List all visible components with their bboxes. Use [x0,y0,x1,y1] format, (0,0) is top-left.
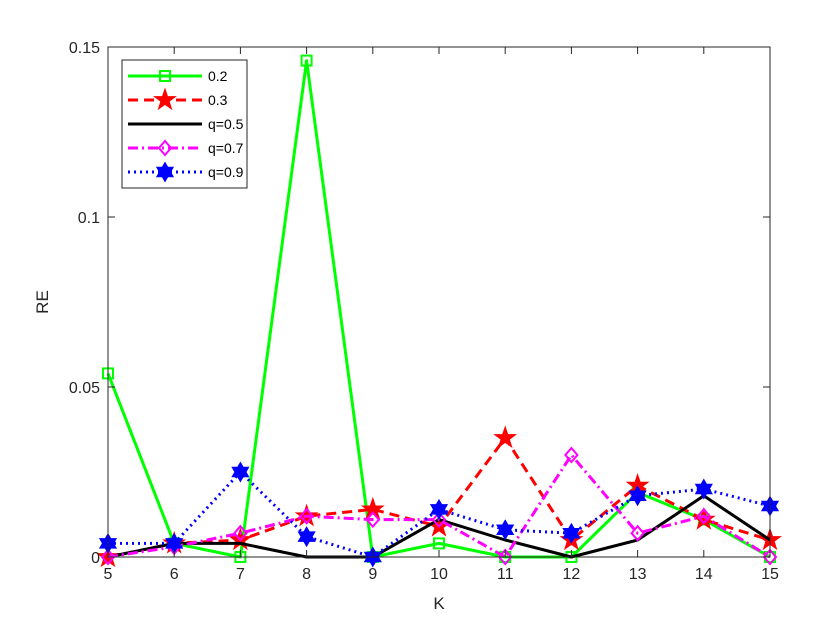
data-point [628,485,647,507]
data-point [299,507,314,525]
x-tick-label: 15 [761,566,779,583]
data-point [497,548,513,566]
data-point [562,522,581,544]
data-point [762,548,778,566]
data-point [431,511,447,529]
data-point [100,548,116,566]
y-tick-label: 0.15 [69,40,100,57]
y-tick-label: 0.1 [78,210,100,227]
legend-marker [159,70,171,82]
legend-marker [153,87,177,111]
series-line [106,59,771,559]
y-tick-label: 0.05 [69,380,100,397]
legend-marker [157,139,173,157]
series-5 [98,461,780,568]
data-point [496,519,515,541]
legend-label: q=0.9 [208,164,244,180]
x-tick-label: 9 [368,566,377,583]
legend-label: q=0.7 [208,140,244,156]
data-point [696,507,712,525]
legend: 0.2 0.3 q=0.5 q=0.7 q=0.9 [121,59,248,189]
data-point [365,511,381,529]
data-point [694,478,713,500]
data-point [433,537,445,550]
data-point [231,461,250,483]
x-axis-label: K [433,594,445,613]
x-tick-label: 14 [695,566,713,583]
data-point [300,54,313,67]
data-point [297,526,316,548]
x-tick-label: 11 [497,566,514,583]
data-point [564,446,579,464]
data-point [493,425,518,449]
legend-entry: q=0.5 [128,116,244,132]
legend-entry: 0.2 [128,68,228,84]
legend-entry: 0.3 [128,87,228,111]
data-point [630,524,645,542]
axes-layer: 5 6 7 8 9 10 11 12 13 14 15 0 0.05 0.1 0.15 [69,40,779,583]
x-tick-label: 7 [236,566,245,583]
legend-label: q=0.5 [208,116,244,132]
legend-entry: q=0.7 [128,139,244,157]
legend-marker [155,161,175,183]
y-axis-label: RE [33,290,52,314]
x-tick-label: 6 [170,566,179,583]
x-tick-label: 13 [629,566,647,583]
legend-label: 0.3 [208,92,228,108]
x-tick-label: 5 [104,566,113,583]
x-tick-label: 8 [302,566,311,583]
x-tick-label: 10 [430,566,448,583]
legend-label: 0.2 [208,68,228,84]
x-tick-label: 12 [563,566,581,583]
legend-entry: q=0.9 [128,161,244,183]
data-point [233,524,248,542]
data-point [429,498,449,520]
y-tick-label: 0 [91,550,100,567]
